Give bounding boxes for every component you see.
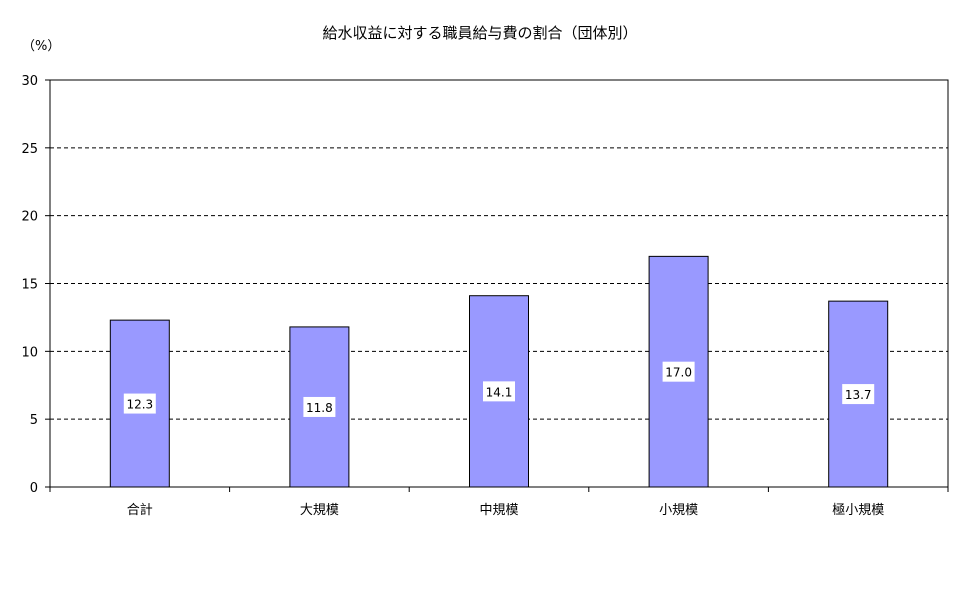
y-tick-label: 5 [30, 413, 38, 428]
axes [45, 79, 949, 492]
y-tick-label: 0 [30, 481, 38, 496]
y-tick-label: 25 [21, 142, 38, 157]
y-axis-unit-label: （%） [22, 39, 60, 54]
y-tick-label: 20 [21, 210, 38, 225]
y-axis-ticks: 0 5 10 15 20 25 30 [21, 74, 38, 496]
x-category-label: 合計 [127, 502, 153, 518]
data-label: 14.1 [486, 385, 513, 399]
x-axis-categories: 合計 大規模 中規模 小規模 極小規模 [127, 502, 884, 518]
chart-title: 給水収益に対する職員給与費の割合（団体別） [322, 24, 637, 42]
y-tick-label: 30 [21, 74, 38, 89]
bar-4 [828, 300, 889, 488]
data-label: 13.7 [845, 388, 872, 402]
data-label-bg [303, 396, 336, 417]
y-tick-label: 10 [21, 345, 38, 360]
data-label-bg [483, 381, 515, 402]
x-category-label: 極小規模 [832, 502, 884, 518]
bars [109, 255, 889, 488]
data-label-bg [662, 361, 695, 382]
data-label-bg [842, 384, 875, 405]
data-label: 11.8 [306, 401, 333, 415]
data-label: 12.3 [126, 398, 153, 412]
x-category-label: 中規模 [479, 503, 518, 518]
x-category-label: 小規模 [659, 503, 698, 518]
y-tick-label: 15 [21, 278, 38, 293]
data-label-bg [123, 393, 156, 414]
data-label: 17.0 [665, 366, 692, 380]
x-category-label: 大規模 [300, 503, 339, 518]
data-labels: 12.3 11.8 14.1 17.0 13.7 [123, 361, 875, 417]
